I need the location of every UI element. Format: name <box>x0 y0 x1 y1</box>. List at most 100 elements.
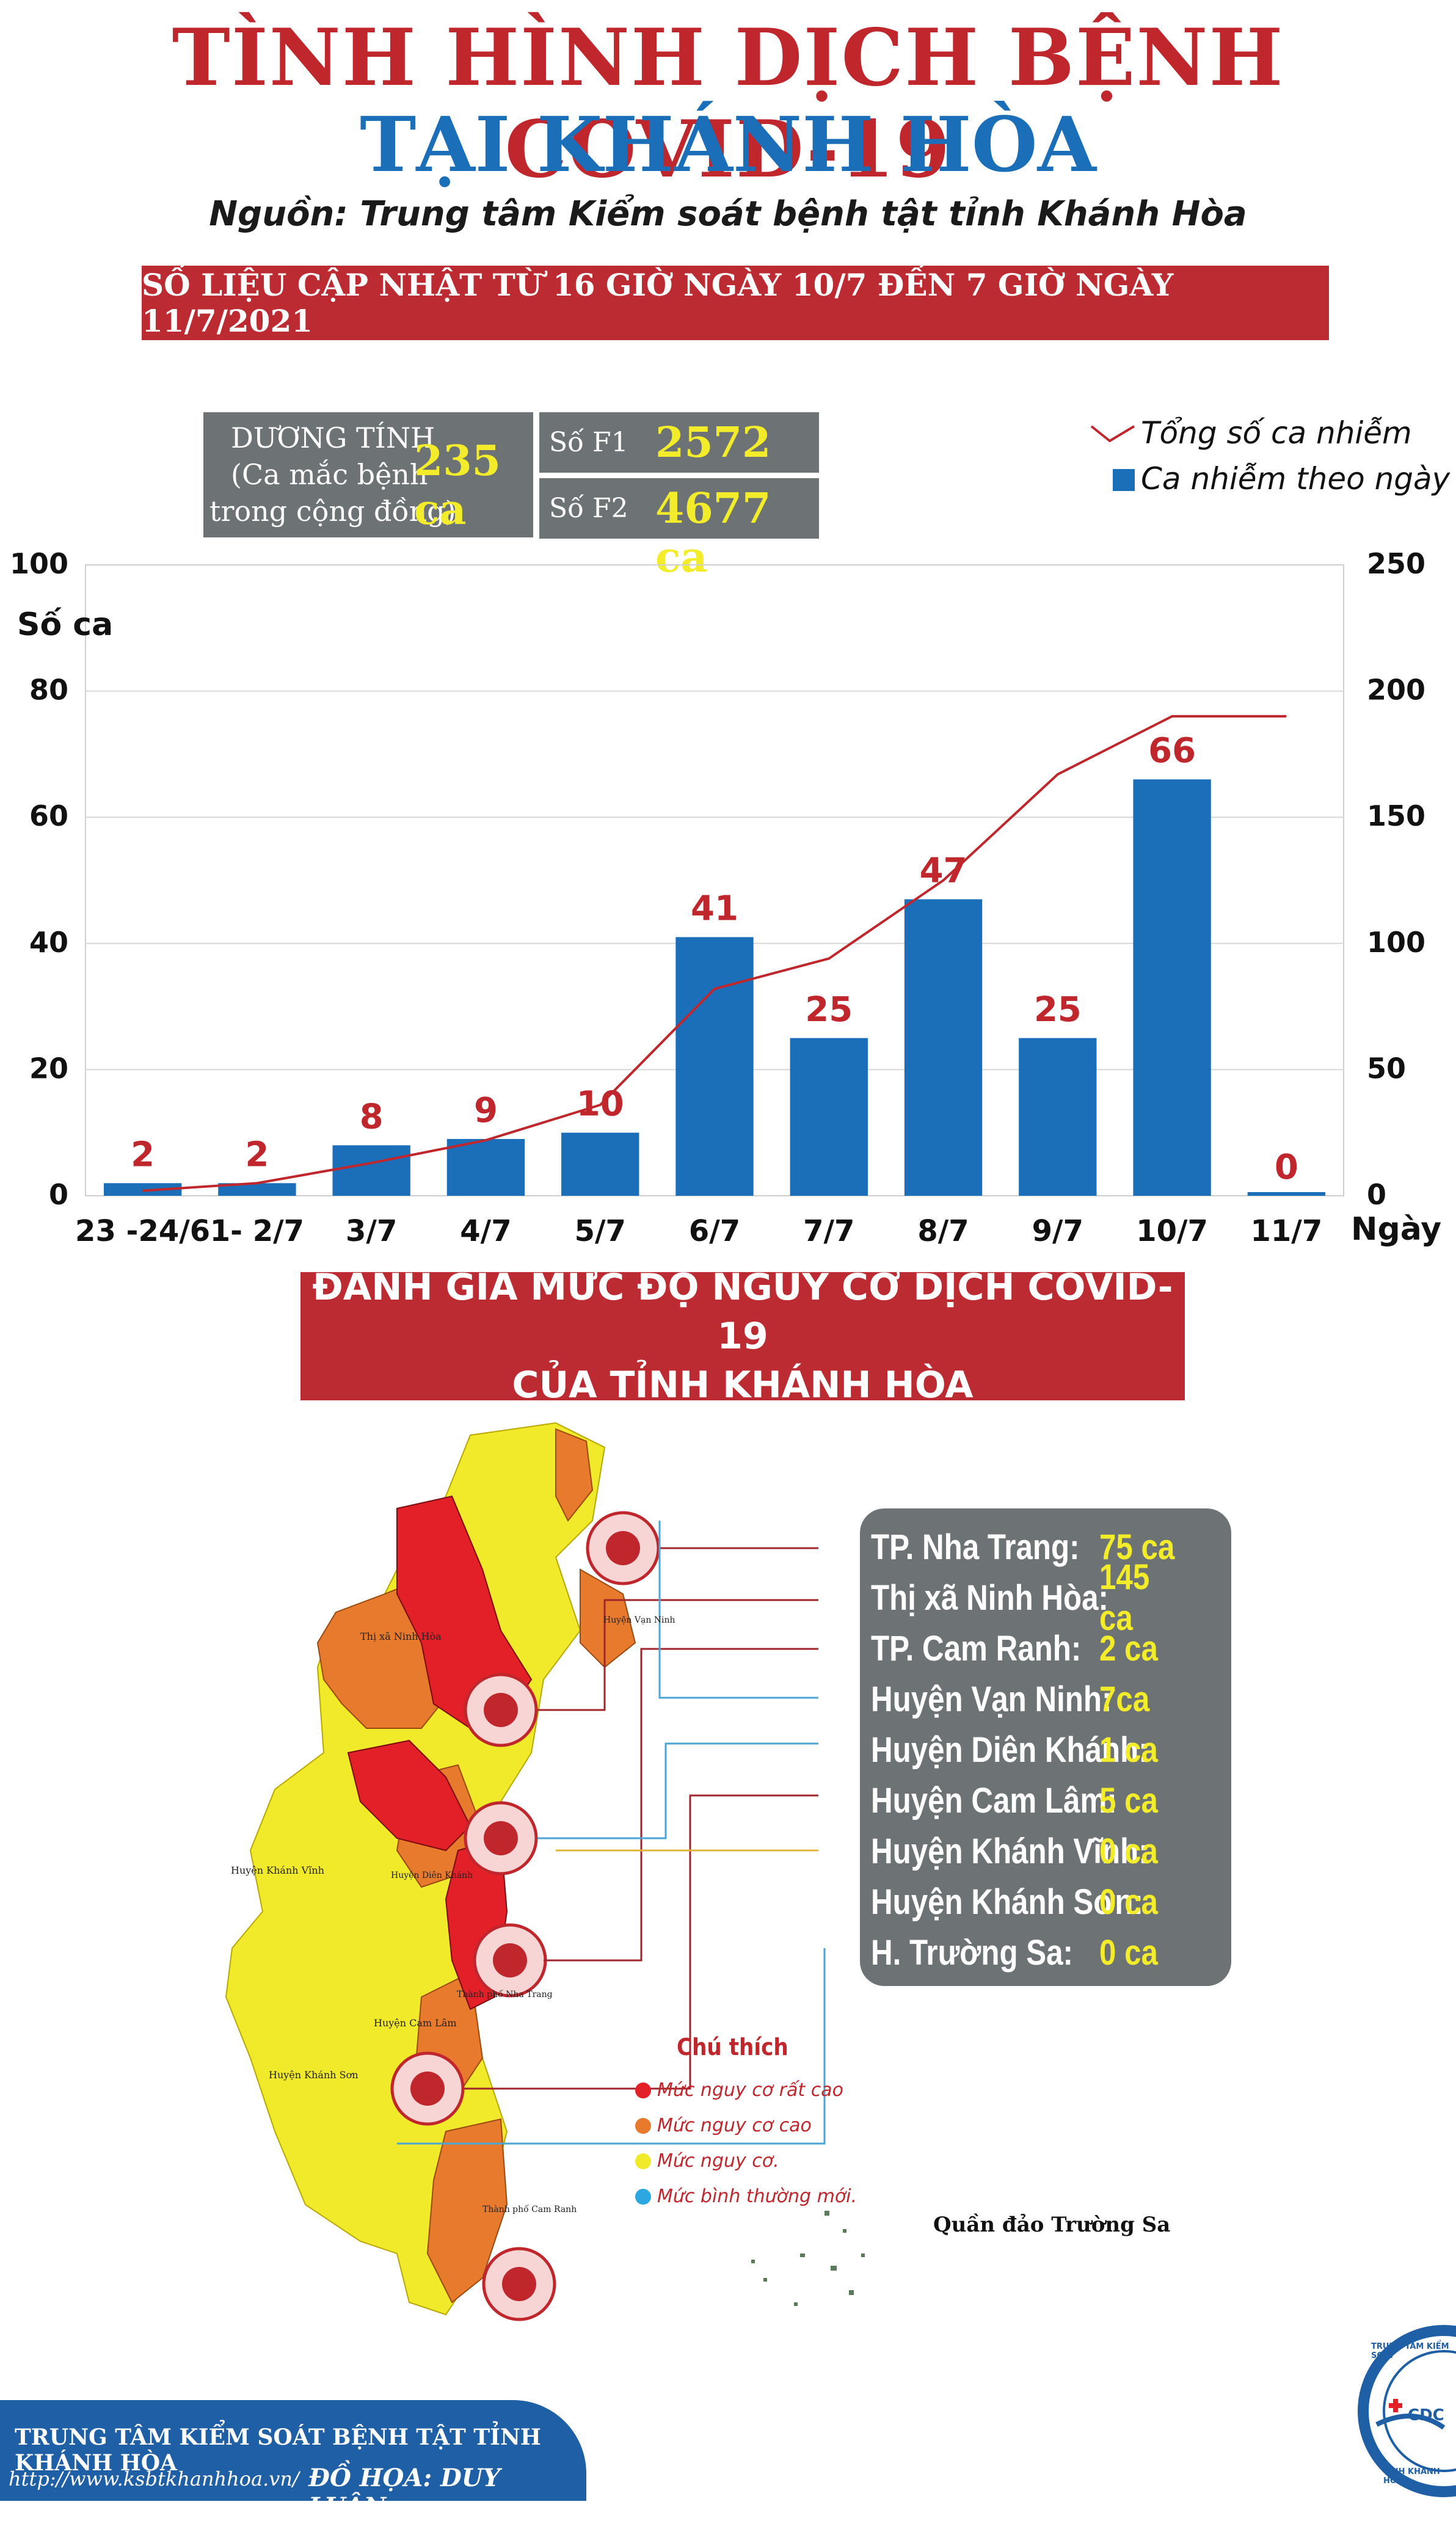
map-region-orange-islands <box>580 1568 636 1668</box>
key-item-high: Mức nguy cơ cao <box>635 2115 812 2136</box>
footer-bar: TRUNG TÂM KIỂM SOÁT BỆNH TẬT TỈNH KHÁNH … <box>0 2400 586 2521</box>
y-tick-right: 200 <box>1367 674 1425 707</box>
bar-label: 0 <box>1275 1148 1298 1187</box>
map-label-van-ninh: Huyện Vạn Ninh <box>603 1615 675 1625</box>
cdc-logo-ring-bottom: TỈNH KHÁNH HÒA <box>1383 2467 1440 2486</box>
bar <box>332 1145 410 1196</box>
bar-label: 25 <box>1034 990 1082 1030</box>
district-name: Thị xã Ninh Hòa: <box>871 1577 1108 1618</box>
x-tick-label: 5/7 <box>575 1214 626 1248</box>
update-banner-text: SỐ LIỆU CẬP NHẬT TỪ 16 GIỜ NGÀY 10/7 ĐẾN… <box>142 267 1174 339</box>
truong-sa-islands-icon <box>751 2211 865 2306</box>
x-tick-label: 9/7 <box>1032 1214 1083 1248</box>
district-row: Huyện Diên Khánh: 1 ca <box>871 1725 1178 1775</box>
y-tick-left: 60 <box>29 799 68 832</box>
bar <box>1019 1038 1097 1196</box>
district-name: Huyện Diên Khánh: <box>871 1730 1149 1770</box>
bar <box>1247 1192 1326 1196</box>
y-tick-left: 40 <box>29 926 68 959</box>
virus-marker-ninhhoa-icon <box>464 1673 538 1747</box>
district-name: Huyện Khánh Sơn: <box>871 1882 1143 1922</box>
x-axis-label: Ngày <box>1351 1211 1441 1248</box>
x-tick-label: 6/7 <box>689 1214 740 1248</box>
y-tick-right: 250 <box>1367 547 1425 580</box>
bar <box>218 1183 296 1196</box>
bar-label: 9 <box>474 1091 498 1130</box>
district-cases: 7ca <box>1099 1679 1150 1719</box>
y-tick-right: 100 <box>1367 926 1425 959</box>
cdc-logo-ring-top: TRUNG TÂM KIỂM SOÁT <box>1371 2342 1449 2360</box>
f1-label: Số F1 <box>549 427 628 458</box>
f2-box: Số F2 4677 ca <box>539 478 819 582</box>
bar-label: 41 <box>691 889 738 928</box>
map-label-truong-sa: Quần đảo Trường Sa <box>933 2213 1171 2237</box>
risk-banner-line2: CỦA TỈNH KHÁNH HÒA <box>512 1364 974 1406</box>
district-name: Huyện Vạn Ninh: <box>871 1679 1112 1719</box>
x-tick-label: 4/7 <box>460 1214 511 1248</box>
y-tick-left: 100 <box>10 547 68 580</box>
y-tick-right: 150 <box>1367 799 1425 832</box>
positive-label-3: trong cộng đồng) <box>209 495 456 528</box>
district-row: Huyện Khánh Sơn: 0 ca <box>871 1877 1178 1927</box>
district-name: Huyện Cam Lâm: <box>871 1780 1117 1821</box>
bar-label: 8 <box>360 1097 384 1137</box>
source-line: Nguồn: Trung tâm Kiểm soát bệnh tật tỉnh… <box>209 194 1247 234</box>
x-tick-label: 8/7 <box>917 1214 969 1248</box>
cdc-logo-text: CDC <box>1408 2406 1444 2425</box>
main-subtitle: TẠI KHÁNH HÒA <box>360 101 1096 189</box>
virus-marker-camranh-icon <box>482 2247 556 2321</box>
district-row: Huyện Vạn Ninh: 7ca <box>871 1674 1178 1724</box>
map-region-orange-camranh <box>426 2118 508 2304</box>
cumulative-line <box>142 715 1287 1192</box>
district-row: TP. Cam Ranh: 2 ca <box>871 1623 1178 1673</box>
map-region-orange-vanninh <box>555 1428 594 1522</box>
key-item-normal: Mức bình thường mới. <box>635 2186 857 2207</box>
key-label: Mức bình thường mới. <box>657 2186 857 2207</box>
district-row: Huyện Khánh Vĩnh: 0 ca <box>871 1826 1178 1876</box>
district-cases: 1 ca <box>1099 1730 1158 1770</box>
key-title: Chú thích <box>677 2034 788 2061</box>
khanh-hoa-map <box>225 1422 865 2321</box>
bar <box>446 1139 525 1196</box>
x-tick-label: 23 -24/6 <box>75 1214 210 1248</box>
district-row: Thị xã Ninh Hòa: 145 ca <box>871 1557 1178 1638</box>
key-dot-blue-icon <box>635 2188 651 2205</box>
bar <box>103 1183 182 1196</box>
legend-total: Tổng số ca nhiễm <box>1141 415 1412 451</box>
y-tick-right: 0 <box>1367 1178 1386 1211</box>
positive-value: 235 ca <box>414 437 501 534</box>
positive-box: DƯƠNG TÍNH (Ca mắc bệnh trong cộng đồng)… <box>203 412 533 537</box>
positive-label-2: (Ca mắc bệnh <box>231 458 428 491</box>
footer-url[interactable]: http://www.ksbtkhanhhoa.vn/ <box>9 2467 299 2490</box>
map-label-khanh-vinh: Huyện Khánh Vĩnh <box>231 1864 324 1876</box>
legend-line-icon <box>1090 425 1135 443</box>
virus-marker-camlam-icon <box>390 2051 465 2126</box>
district-cases: 2 ca <box>1099 1628 1158 1668</box>
y-axis-label: Số ca <box>17 606 113 643</box>
key-item-very-high: Mức nguy cơ rất cao <box>635 2079 843 2101</box>
district-cases: 75 ca <box>1099 1527 1175 1567</box>
bar <box>561 1132 639 1196</box>
bar <box>904 899 983 1196</box>
virus-marker-vanninh-icon <box>586 1511 660 1585</box>
x-tick-label: 10/7 <box>1136 1214 1208 1248</box>
district-cases: 0 ca <box>1099 1831 1158 1871</box>
bar-label: 25 <box>805 990 853 1030</box>
key-label: Mức nguy cơ rất cao <box>657 2079 843 2101</box>
legend-bar-icon <box>1113 469 1135 491</box>
f2-value: 4677 ca <box>655 484 771 582</box>
district-name: Huyện Khánh Vĩnh: <box>871 1831 1149 1871</box>
district-row: TP. Nha Trang: 75 ca <box>871 1522 1178 1572</box>
main-title: TÌNH HÌNH DỊCH BỆNH COVID-19 <box>172 12 1284 195</box>
risk-banner: ĐÁNH GIÁ MỨC ĐỘ NGUY CƠ DỊCH COVID-19 CỦ… <box>300 1266 1185 1406</box>
map-label-khanh-son: Huyện Khánh Sơn <box>269 2069 359 2081</box>
map-label-nha-trang: Thành phố Nha Trang <box>457 1990 553 1999</box>
f1-box: Số F1 2572 ca <box>539 412 819 516</box>
district-cases: 0 ca <box>1099 1882 1158 1922</box>
legend-daily: Ca nhiễm theo ngày <box>1141 461 1451 497</box>
key-label: Mức nguy cơ. <box>657 2150 779 2172</box>
bar-label: 66 <box>1148 731 1196 771</box>
district-name: TP. Cam Ranh: <box>871 1628 1082 1668</box>
district-cases-box <box>860 1508 1231 1986</box>
district-cases: 0 ca <box>1099 1932 1158 1973</box>
